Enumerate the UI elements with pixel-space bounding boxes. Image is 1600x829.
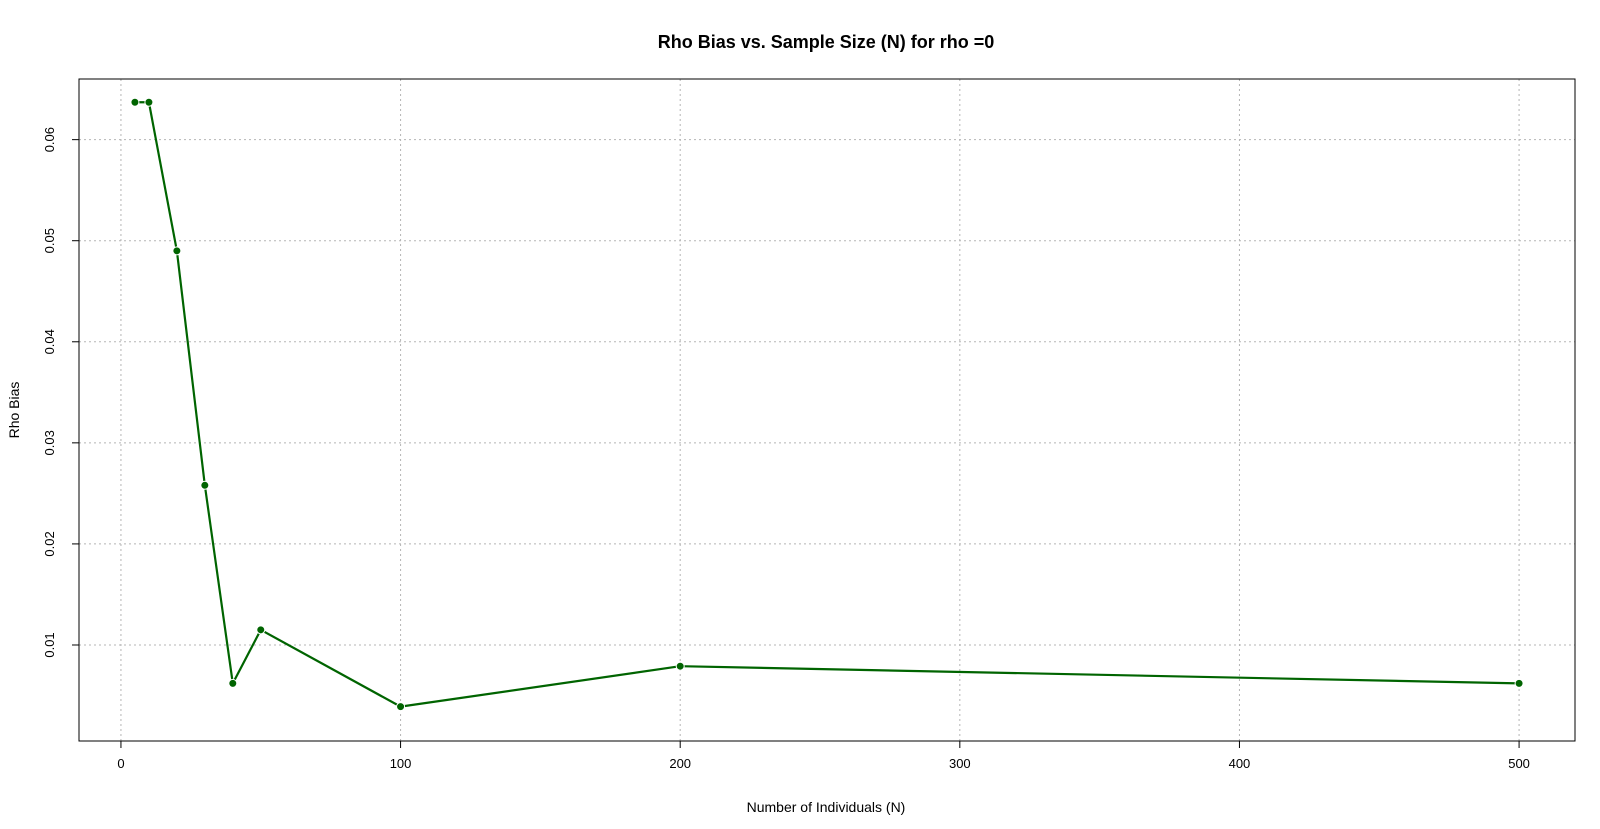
chart-title: Rho Bias vs. Sample Size (N) for rho =0	[658, 32, 995, 52]
series-line	[134, 101, 1520, 708]
x-tick-label: 100	[390, 756, 412, 771]
x-tick-label: 0	[117, 756, 124, 771]
y-axis: 0.01 0.02 0.03 0.04 0.05 0.06	[42, 127, 79, 658]
grid-lines	[79, 79, 1575, 741]
x-tick-label: 500	[1508, 756, 1530, 771]
y-tick-label: 0.06	[42, 127, 57, 152]
data-point	[200, 480, 210, 490]
y-tick-label: 0.01	[42, 632, 57, 657]
y-tick-label: 0.02	[42, 531, 57, 556]
data-point	[144, 97, 154, 107]
y-tick-label: 0.05	[42, 228, 57, 253]
x-axis: 0 100 200 300 400 500	[117, 741, 1530, 771]
data-point	[228, 678, 238, 688]
data-point	[172, 246, 182, 256]
data-point	[675, 661, 685, 671]
data-point	[1514, 678, 1524, 688]
data-point	[396, 702, 406, 712]
y-axis-label: Rho Bias	[6, 382, 22, 439]
series-layer	[130, 97, 1524, 712]
x-axis-label: Number of Individuals (N)	[747, 799, 906, 815]
x-tick-label: 200	[669, 756, 691, 771]
data-point	[256, 625, 266, 635]
x-tick-label: 300	[949, 756, 971, 771]
x-tick-label: 400	[1229, 756, 1251, 771]
plot-area-border	[78, 78, 1576, 742]
y-tick-label: 0.03	[42, 430, 57, 455]
y-tick-label: 0.04	[42, 329, 57, 354]
data-point	[130, 97, 140, 107]
